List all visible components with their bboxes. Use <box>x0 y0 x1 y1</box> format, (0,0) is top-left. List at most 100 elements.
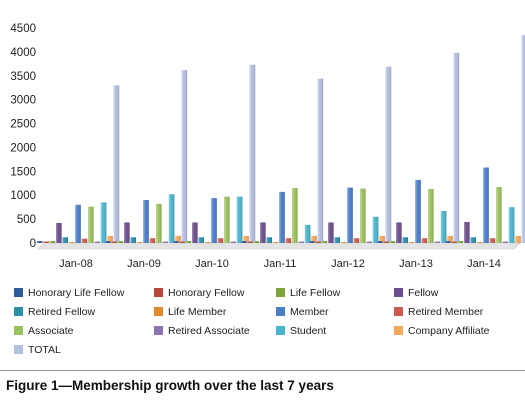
bar-shading <box>315 241 321 243</box>
y-tick-label: 4500 <box>10 23 36 35</box>
legend-label: Retired Associate <box>168 325 250 337</box>
legend-swatch <box>276 326 285 335</box>
legend-item: Retired Member <box>394 306 483 318</box>
bar-shading <box>224 196 230 243</box>
bar-shading <box>279 191 285 243</box>
bar-shading <box>107 235 113 243</box>
x-tick-label: Jan-08 <box>59 258 93 270</box>
legend-swatch <box>394 307 403 316</box>
x-tick-label: Jan-14 <box>467 258 501 270</box>
bar-shading <box>49 241 56 243</box>
bar-shading <box>366 241 372 243</box>
x-tick-label: Jan-12 <box>331 258 365 270</box>
bar-shading <box>328 222 334 243</box>
bar-shading <box>62 237 68 243</box>
legend-label: Student <box>290 325 327 337</box>
bar-shading <box>117 241 124 243</box>
bar-shading <box>204 242 211 243</box>
bar-shading <box>489 238 496 243</box>
legend-item: Associate <box>14 325 74 337</box>
bar-shading <box>457 241 464 243</box>
legend-swatch <box>14 345 23 354</box>
bar-shading <box>447 235 453 243</box>
legend-item: Student <box>276 325 326 337</box>
bar-shading <box>81 238 88 243</box>
bar-shading <box>181 70 188 244</box>
bar-shading <box>172 241 179 243</box>
bar-shading <box>168 194 175 243</box>
bar-shading <box>440 210 447 243</box>
bar-shading <box>483 167 489 243</box>
bar-shading <box>521 35 525 243</box>
legend-label: Life Member <box>168 306 227 318</box>
bar-shading <box>104 241 111 243</box>
bar-shading <box>249 64 256 244</box>
legend-item: Member <box>276 306 329 318</box>
bar-shading <box>383 241 389 243</box>
bar-shading <box>451 241 457 243</box>
y-tick-label: 0 <box>30 238 36 250</box>
y-tick-label: 3500 <box>10 71 36 83</box>
bar-shading <box>372 216 379 243</box>
bar-shading <box>56 222 62 243</box>
bar-shading <box>260 222 266 243</box>
bar-shading <box>88 206 94 243</box>
legend-label: Honorary Fellow <box>168 287 245 299</box>
y-tick-label: 3000 <box>10 95 36 107</box>
bar-shading <box>292 188 298 243</box>
bar-shading <box>321 241 328 243</box>
legend-label: Retired Fellow <box>28 306 96 318</box>
bar-shading <box>444 241 451 243</box>
bar-shading <box>285 238 292 243</box>
bar-shading <box>185 241 192 243</box>
bar-shading <box>156 203 162 243</box>
legend-item: Company Affiliate <box>394 325 490 337</box>
bar-shading <box>428 189 434 243</box>
bar-shading <box>353 238 360 243</box>
bar-shading <box>360 188 366 243</box>
legend-label: Honorary Life Fellow <box>28 287 125 299</box>
legend-label: Retired Member <box>408 306 484 318</box>
bar-shading <box>415 179 421 243</box>
y-tick-label: 2000 <box>10 142 36 154</box>
bar-shading <box>43 241 49 243</box>
bar-shading <box>149 238 156 243</box>
bar-shading <box>304 224 311 243</box>
bar-shading <box>230 241 236 243</box>
legend-swatch <box>14 307 23 316</box>
bar-shading <box>396 222 402 243</box>
legend-swatch <box>154 326 163 335</box>
legend-item: Retired Associate <box>154 325 250 337</box>
bar-shading <box>68 242 75 243</box>
bar-shading <box>389 241 396 243</box>
bar-shading <box>111 241 117 243</box>
legend-swatch <box>394 288 403 297</box>
y-tick-label: 2500 <box>10 119 36 131</box>
bar-shading <box>175 235 181 243</box>
bar-shading <box>240 241 247 243</box>
bar-shading <box>192 222 198 243</box>
legend-item: Honorary Fellow <box>154 287 244 299</box>
legend-item: Life Fellow <box>276 287 340 299</box>
legend-swatch <box>154 307 163 316</box>
bar-shading <box>476 242 483 243</box>
bar-shading <box>243 235 249 243</box>
bar-shading <box>464 221 470 243</box>
bar-shading <box>402 237 408 243</box>
legend-item: Fellow <box>394 287 438 299</box>
bar-shading <box>385 66 392 243</box>
bar-shading <box>36 241 43 243</box>
membership-chart: 0 500 1000 1500 2000 2500 3000 3500 4000 4500 Jan-… <box>10 23 525 270</box>
bar-shading <box>421 238 428 243</box>
bar-shading <box>130 237 136 243</box>
bar-shading <box>434 241 440 243</box>
x-tick-label: Jan-13 <box>399 258 433 270</box>
bar-shading <box>379 235 385 243</box>
bar-shading <box>502 241 508 243</box>
legend-item: Retired Fellow <box>14 306 95 318</box>
bar-shading <box>100 202 107 243</box>
legend-swatch <box>154 288 163 297</box>
bar-shading <box>217 238 224 243</box>
bar-shading <box>376 241 383 243</box>
legend-item: Honorary Life Fellow <box>14 287 124 299</box>
